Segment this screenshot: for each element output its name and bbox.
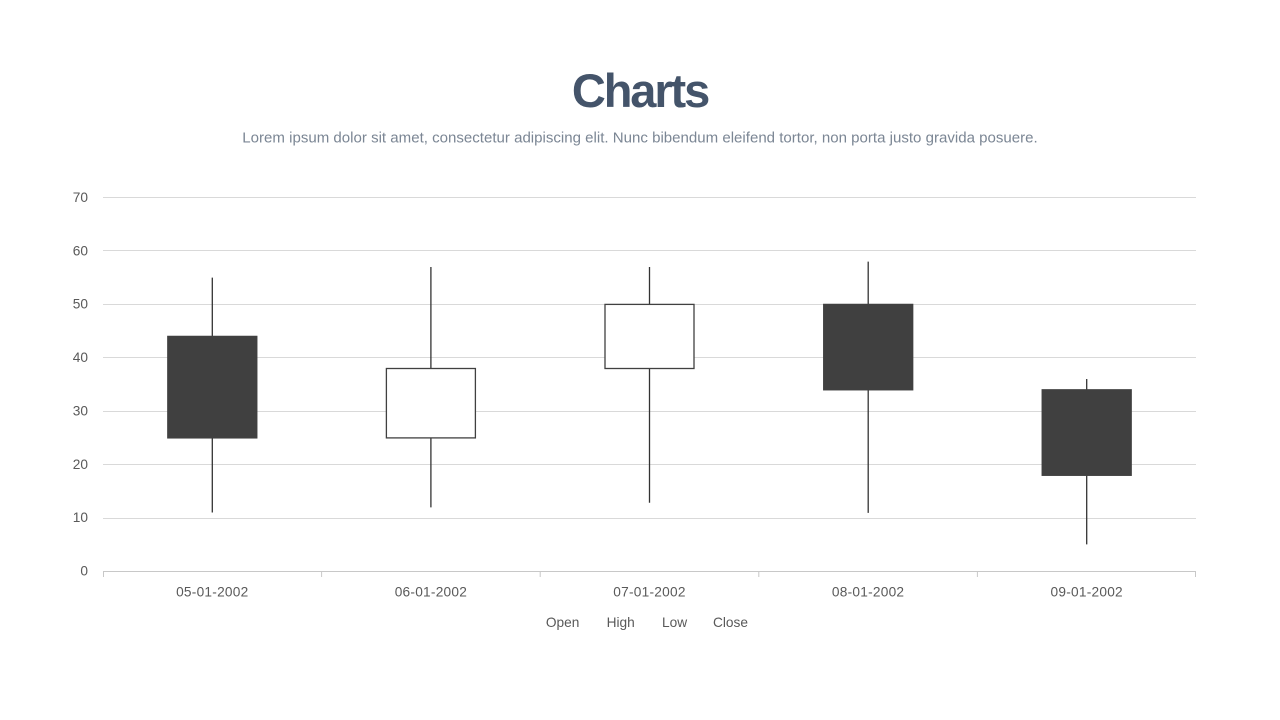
svg-text:20: 20 [73, 457, 89, 472]
svg-text:High: High [607, 615, 635, 630]
svg-text:40: 40 [73, 350, 89, 365]
svg-text:06-01-2002: 06-01-2002 [395, 585, 467, 600]
svg-text:05-01-2002: 05-01-2002 [176, 585, 248, 600]
svg-text:09-01-2002: 09-01-2002 [1050, 585, 1122, 600]
svg-text:30: 30 [73, 403, 89, 418]
svg-text:07-01-2002: 07-01-2002 [613, 585, 685, 600]
svg-text:Open: Open [546, 615, 579, 630]
svg-text:60: 60 [73, 243, 89, 258]
svg-text:50: 50 [73, 297, 89, 312]
svg-text:Charts: Charts [572, 64, 709, 117]
svg-text:Lorem ipsum dolor sit amet, co: Lorem ipsum dolor sit amet, consectetur … [242, 130, 1037, 147]
svg-text:0: 0 [80, 564, 88, 579]
svg-text:08-01-2002: 08-01-2002 [832, 585, 904, 600]
svg-text:Low: Low [662, 615, 687, 630]
svg-text:10: 10 [73, 510, 89, 525]
svg-text:Close: Close [713, 615, 748, 630]
svg-text:70: 70 [73, 190, 89, 205]
